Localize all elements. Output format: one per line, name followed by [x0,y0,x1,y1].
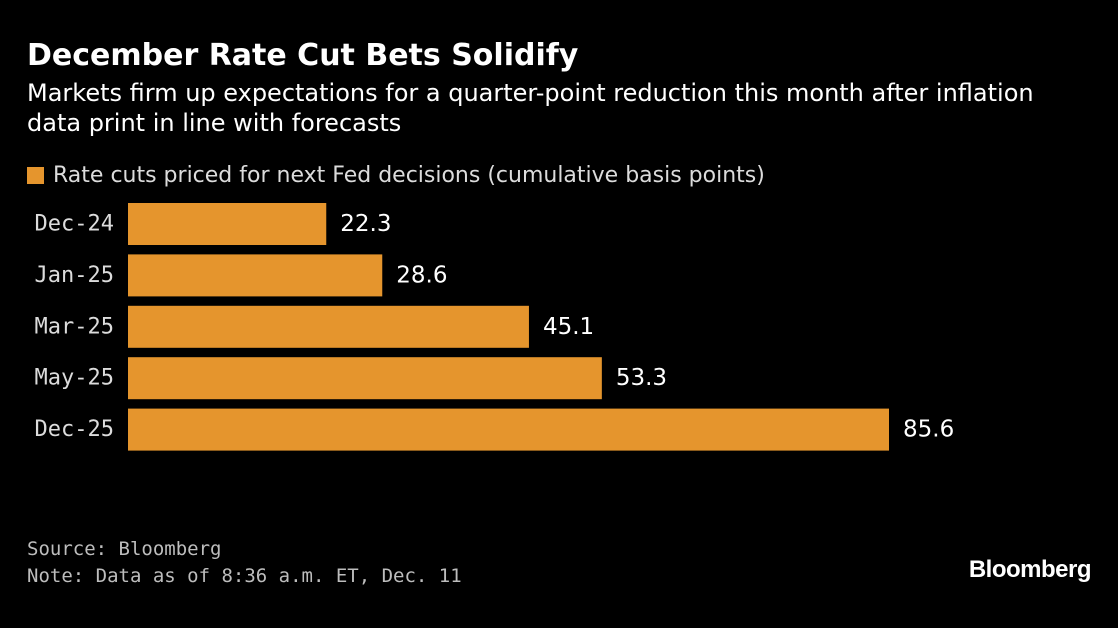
category-label: Mar-25 [35,314,114,339]
source-note: Source: Bloomberg [27,538,222,560]
category-label: Dec-25 [35,417,114,442]
legend-label: Rate cuts priced for next Fed decisions … [53,162,765,188]
data-note: Note: Data as of 8:36 a.m. ET, Dec. 11 [27,565,462,587]
bar-jan-25 [128,254,383,297]
value-label: 45.1 [543,314,594,340]
category-label: Dec-24 [35,212,114,237]
legend-swatch [27,166,44,184]
bar-may-25 [128,357,602,400]
bar-mar-25 [128,305,529,348]
value-label: 22.3 [340,211,391,237]
value-label: 85.6 [903,417,954,443]
chart-subtitle: Markets firm up expectations for a quart… [27,79,1034,137]
chart-title: December Rate Cut Bets Solidify [27,38,579,73]
category-label: Jan-25 [35,263,114,288]
bar-dec-24 [128,203,327,245]
value-label: 28.6 [396,262,447,288]
bloomberg-logo: Bloomberg [968,556,1092,583]
legend: Rate cuts priced for next Fed decisions … [27,158,765,192]
category-label: May-25 [35,366,114,391]
bar-dec-25 [128,408,889,451]
value-label: 53.3 [616,365,667,391]
